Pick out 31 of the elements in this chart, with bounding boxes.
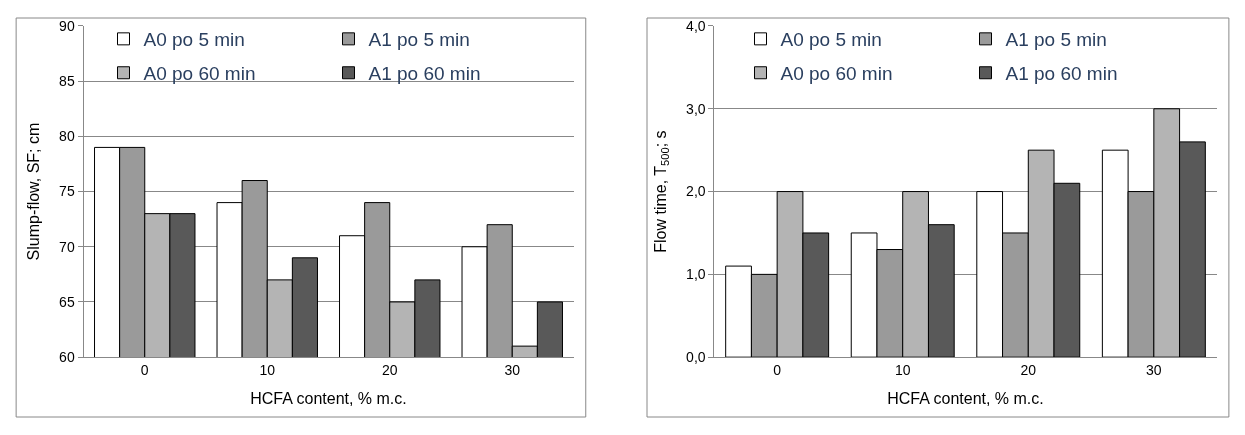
x-tick-label: 30	[1146, 361, 1162, 378]
x-axis-title: HCFA content, % m.c.	[887, 389, 1044, 407]
y-tick-label: 0,0	[686, 349, 706, 366]
y-tick-label: 80	[59, 128, 75, 145]
legend-label: A0 po 60 min	[143, 63, 256, 85]
legend-label: A1 po 60 min	[1005, 63, 1118, 85]
y-axis-title: Slump-flow, SF; cm	[25, 122, 43, 261]
y-tick-label: 2,0	[686, 183, 706, 200]
y-tick-label: 1,0	[686, 266, 706, 283]
y-tick-label: 90	[59, 17, 75, 34]
y-tick-label: 60	[59, 349, 75, 366]
x-tick-label: 0	[773, 361, 782, 378]
y-tick-label: 75	[59, 183, 75, 200]
y-tick-label: 70	[59, 238, 75, 255]
y-tick-label: 3,0	[686, 100, 706, 117]
legend-label: A0 po 5 min	[780, 29, 882, 51]
x-tick-label: 10	[259, 361, 276, 378]
y-tick-label: 85	[59, 73, 75, 90]
y-tick-label: 4,0	[686, 17, 706, 34]
x-tick-label: 10	[894, 361, 911, 378]
legend-label: A0 po 60 min	[780, 63, 893, 85]
x-tick-label: 30	[504, 361, 521, 378]
legend-label: A1 po 60 min	[368, 63, 481, 85]
legend-label: A1 po 5 min	[368, 29, 470, 51]
x-tick-label: 20	[1020, 361, 1037, 378]
x-axis-title: HCFA content, % m.c.	[250, 389, 407, 407]
y-tick-label: 65	[59, 293, 75, 310]
legend-label: A0 po 5 min	[143, 29, 245, 51]
x-tick-label: 20	[381, 361, 398, 378]
legend-label: A1 po 5 min	[1005, 29, 1107, 51]
x-tick-label: 0	[140, 361, 149, 378]
